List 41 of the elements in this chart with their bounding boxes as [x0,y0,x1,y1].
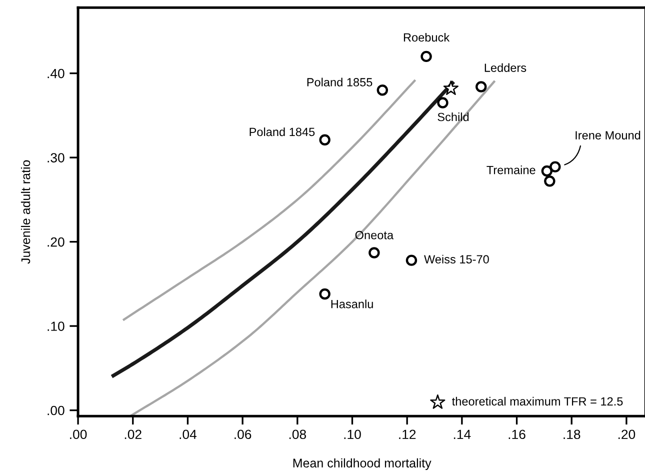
x-tick-label: .16 [508,430,526,440]
x-tick-label: .04 [180,430,197,440]
y-tick-label: .20 [48,237,64,247]
annotation: Ledders [484,63,526,72]
annotation: Weiss 15-70 [424,254,489,264]
point [376,84,388,96]
point [319,134,330,146]
x-tick-label: .12 [399,430,416,439]
point [443,80,459,95]
x-tick-label: .10 [344,430,361,440]
point [319,288,330,300]
annotation: Tremaine [486,166,536,174]
annotation: Poland 1845 [250,127,315,136]
point [550,161,561,172]
point [406,254,418,266]
x-axis-title: Mean childhood mortality [293,458,432,470]
x-tick-label: .02 [124,430,142,440]
x-tick-label: .06 [234,430,252,440]
x-tick-label: .08 [289,430,306,440]
point [368,247,380,258]
y-tick-label: .40 [48,68,64,78]
y-tick-label: .30 [48,153,64,162]
annotation: Schild [438,112,469,122]
y-tick-label: .10 [48,322,64,331]
x-tick-label: .20 [618,430,636,440]
legend-label: theoretical maximum TFR = 12.5 [452,396,623,406]
annotation: Poland 1855 [307,78,372,86]
y-axis-title: Juvenile adult ratio [20,160,30,264]
point [420,50,432,62]
point [544,176,556,187]
x-tick-label: .00 [70,430,87,440]
x-tick-label: .18 [564,430,580,440]
x-tick-label: .14 [454,430,471,439]
annotation: Irene Mound [576,130,640,140]
point [437,97,448,108]
annotation: Hasanlu [331,300,373,308]
point [476,81,487,92]
annotation: Oneota [355,230,394,240]
point [541,165,553,177]
annotation: Roebuck [404,32,450,42]
y-tick-label: .00 [48,406,64,416]
